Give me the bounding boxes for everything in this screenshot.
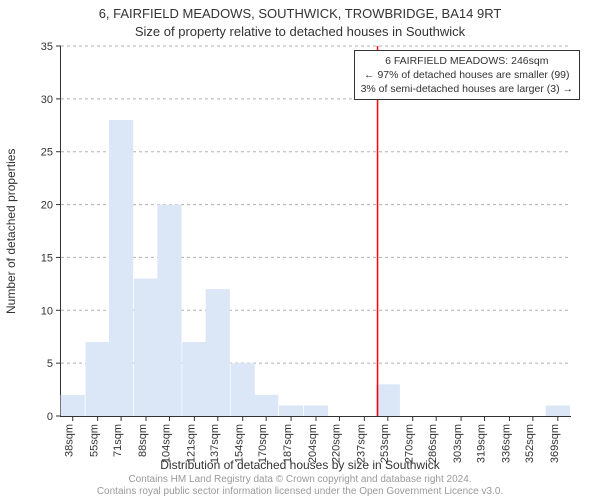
svg-text:38sqm: 38sqm [64,424,76,457]
histogram-bar [157,205,181,416]
footnote: Contains HM Land Registry data © Crown c… [0,474,600,498]
footnote-line2: Contains royal public sector information… [0,486,600,498]
histogram-bar [279,405,303,416]
svg-text:15: 15 [41,252,53,264]
chart-title-line1: 6, FAIRFIELD MEADOWS, SOUTHWICK, TROWBRI… [0,6,600,21]
annotation-box: 6 FAIRFIELD MEADOWS: 246sqm ← 97% of det… [354,50,580,100]
histogram-bar [304,405,328,416]
x-ticks: 38sqm55sqm71sqm88sqm104sqm121sqm137sqm15… [64,416,561,463]
svg-text:10: 10 [41,305,53,317]
histogram-bars [61,120,570,416]
annotation-line3: 3% of semi-detached houses are larger (3… [361,82,573,96]
svg-text:25: 25 [41,147,53,159]
annotation-line2: ← 97% of detached houses are smaller (99… [361,68,573,82]
footnote-line1: Contains HM Land Registry data © Crown c… [0,474,600,486]
histogram-bar [206,289,230,416]
svg-text:0: 0 [47,411,53,423]
x-axis-label: Distribution of detached houses by size … [0,458,600,472]
histogram-bar [254,395,278,416]
plot-area: 05101520253035 38sqm55sqm71sqm88sqm104sq… [60,46,571,417]
svg-text:35: 35 [41,41,53,53]
histogram-bar [546,405,570,416]
svg-text:5: 5 [47,358,53,370]
svg-text:30: 30 [41,94,53,106]
svg-text:88sqm: 88sqm [137,424,149,457]
histogram-bar [231,363,255,416]
svg-text:71sqm: 71sqm [112,424,124,457]
y-axis-label: Number of detached properties [4,148,18,313]
annotation-line1: 6 FAIRFIELD MEADOWS: 246sqm [361,54,573,68]
histogram-bar [109,120,133,416]
svg-text:20: 20 [41,200,53,212]
y-ticks: 0 5 10 15 20 25 30 35 [41,41,61,423]
histogram-bar [182,342,206,416]
histogram-bar [134,279,158,416]
histogram-bar [61,395,85,416]
histogram-bar [86,342,110,416]
histogram-bar [376,384,400,416]
chart-title-line2: Size of property relative to detached ho… [0,24,600,39]
svg-text:55sqm: 55sqm [89,424,101,457]
